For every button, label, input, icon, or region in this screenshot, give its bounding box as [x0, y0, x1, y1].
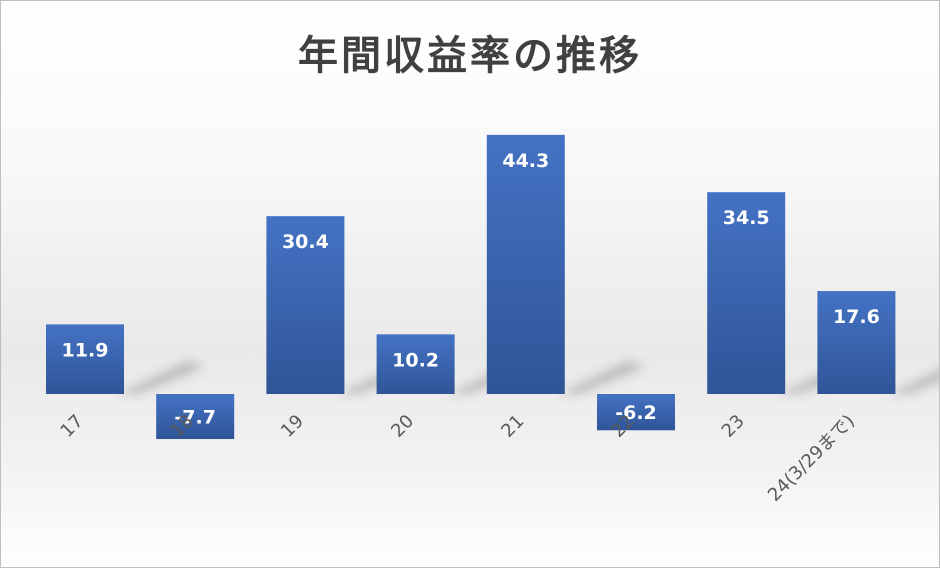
bar-shadow: [118, 361, 204, 394]
x-axis-tick-labels: 17 18 19 20 21 22 23 24(3/29まで): [57, 411, 859, 506]
bar-18: [156, 394, 235, 440]
bar-21: [486, 134, 565, 394]
bar-shadow: [889, 370, 939, 394]
bars: [46, 134, 896, 440]
data-label-19: 30.4: [282, 231, 329, 253]
bar-22: [597, 394, 675, 431]
data-label-21: 44.3: [502, 150, 549, 172]
bar-17: [46, 324, 124, 394]
bar-23: [707, 192, 786, 394]
bar-24(3/29まで): [817, 291, 896, 394]
data-label-18: -7.7: [174, 407, 216, 429]
tick-label-20: 20: [387, 411, 418, 442]
data-label-23: 34.5: [723, 207, 770, 229]
data-label-22: -6.2: [615, 402, 657, 424]
data-label-20: 10.2: [392, 349, 439, 371]
chart-title: 年間収益率の推移: [298, 33, 642, 79]
tick-label-21: 21: [497, 411, 528, 442]
tick-label-19: 19: [277, 411, 308, 442]
bar-19: [266, 216, 345, 394]
bar-20: [376, 334, 455, 394]
tick-label-23: 23: [718, 411, 749, 442]
bar-shadow: [558, 361, 645, 394]
data-label-17: 11.9: [62, 339, 109, 361]
bar-data-labels: 11.9 -7.7 30.4 10.2 44.3 -6.2 34.5 17.6: [62, 150, 880, 429]
tick-label-24(3/29まで): 24(3/29まで): [764, 411, 859, 506]
tick-label-17: 17: [57, 411, 88, 442]
data-label-24(3/29まで): 17.6: [833, 306, 880, 328]
